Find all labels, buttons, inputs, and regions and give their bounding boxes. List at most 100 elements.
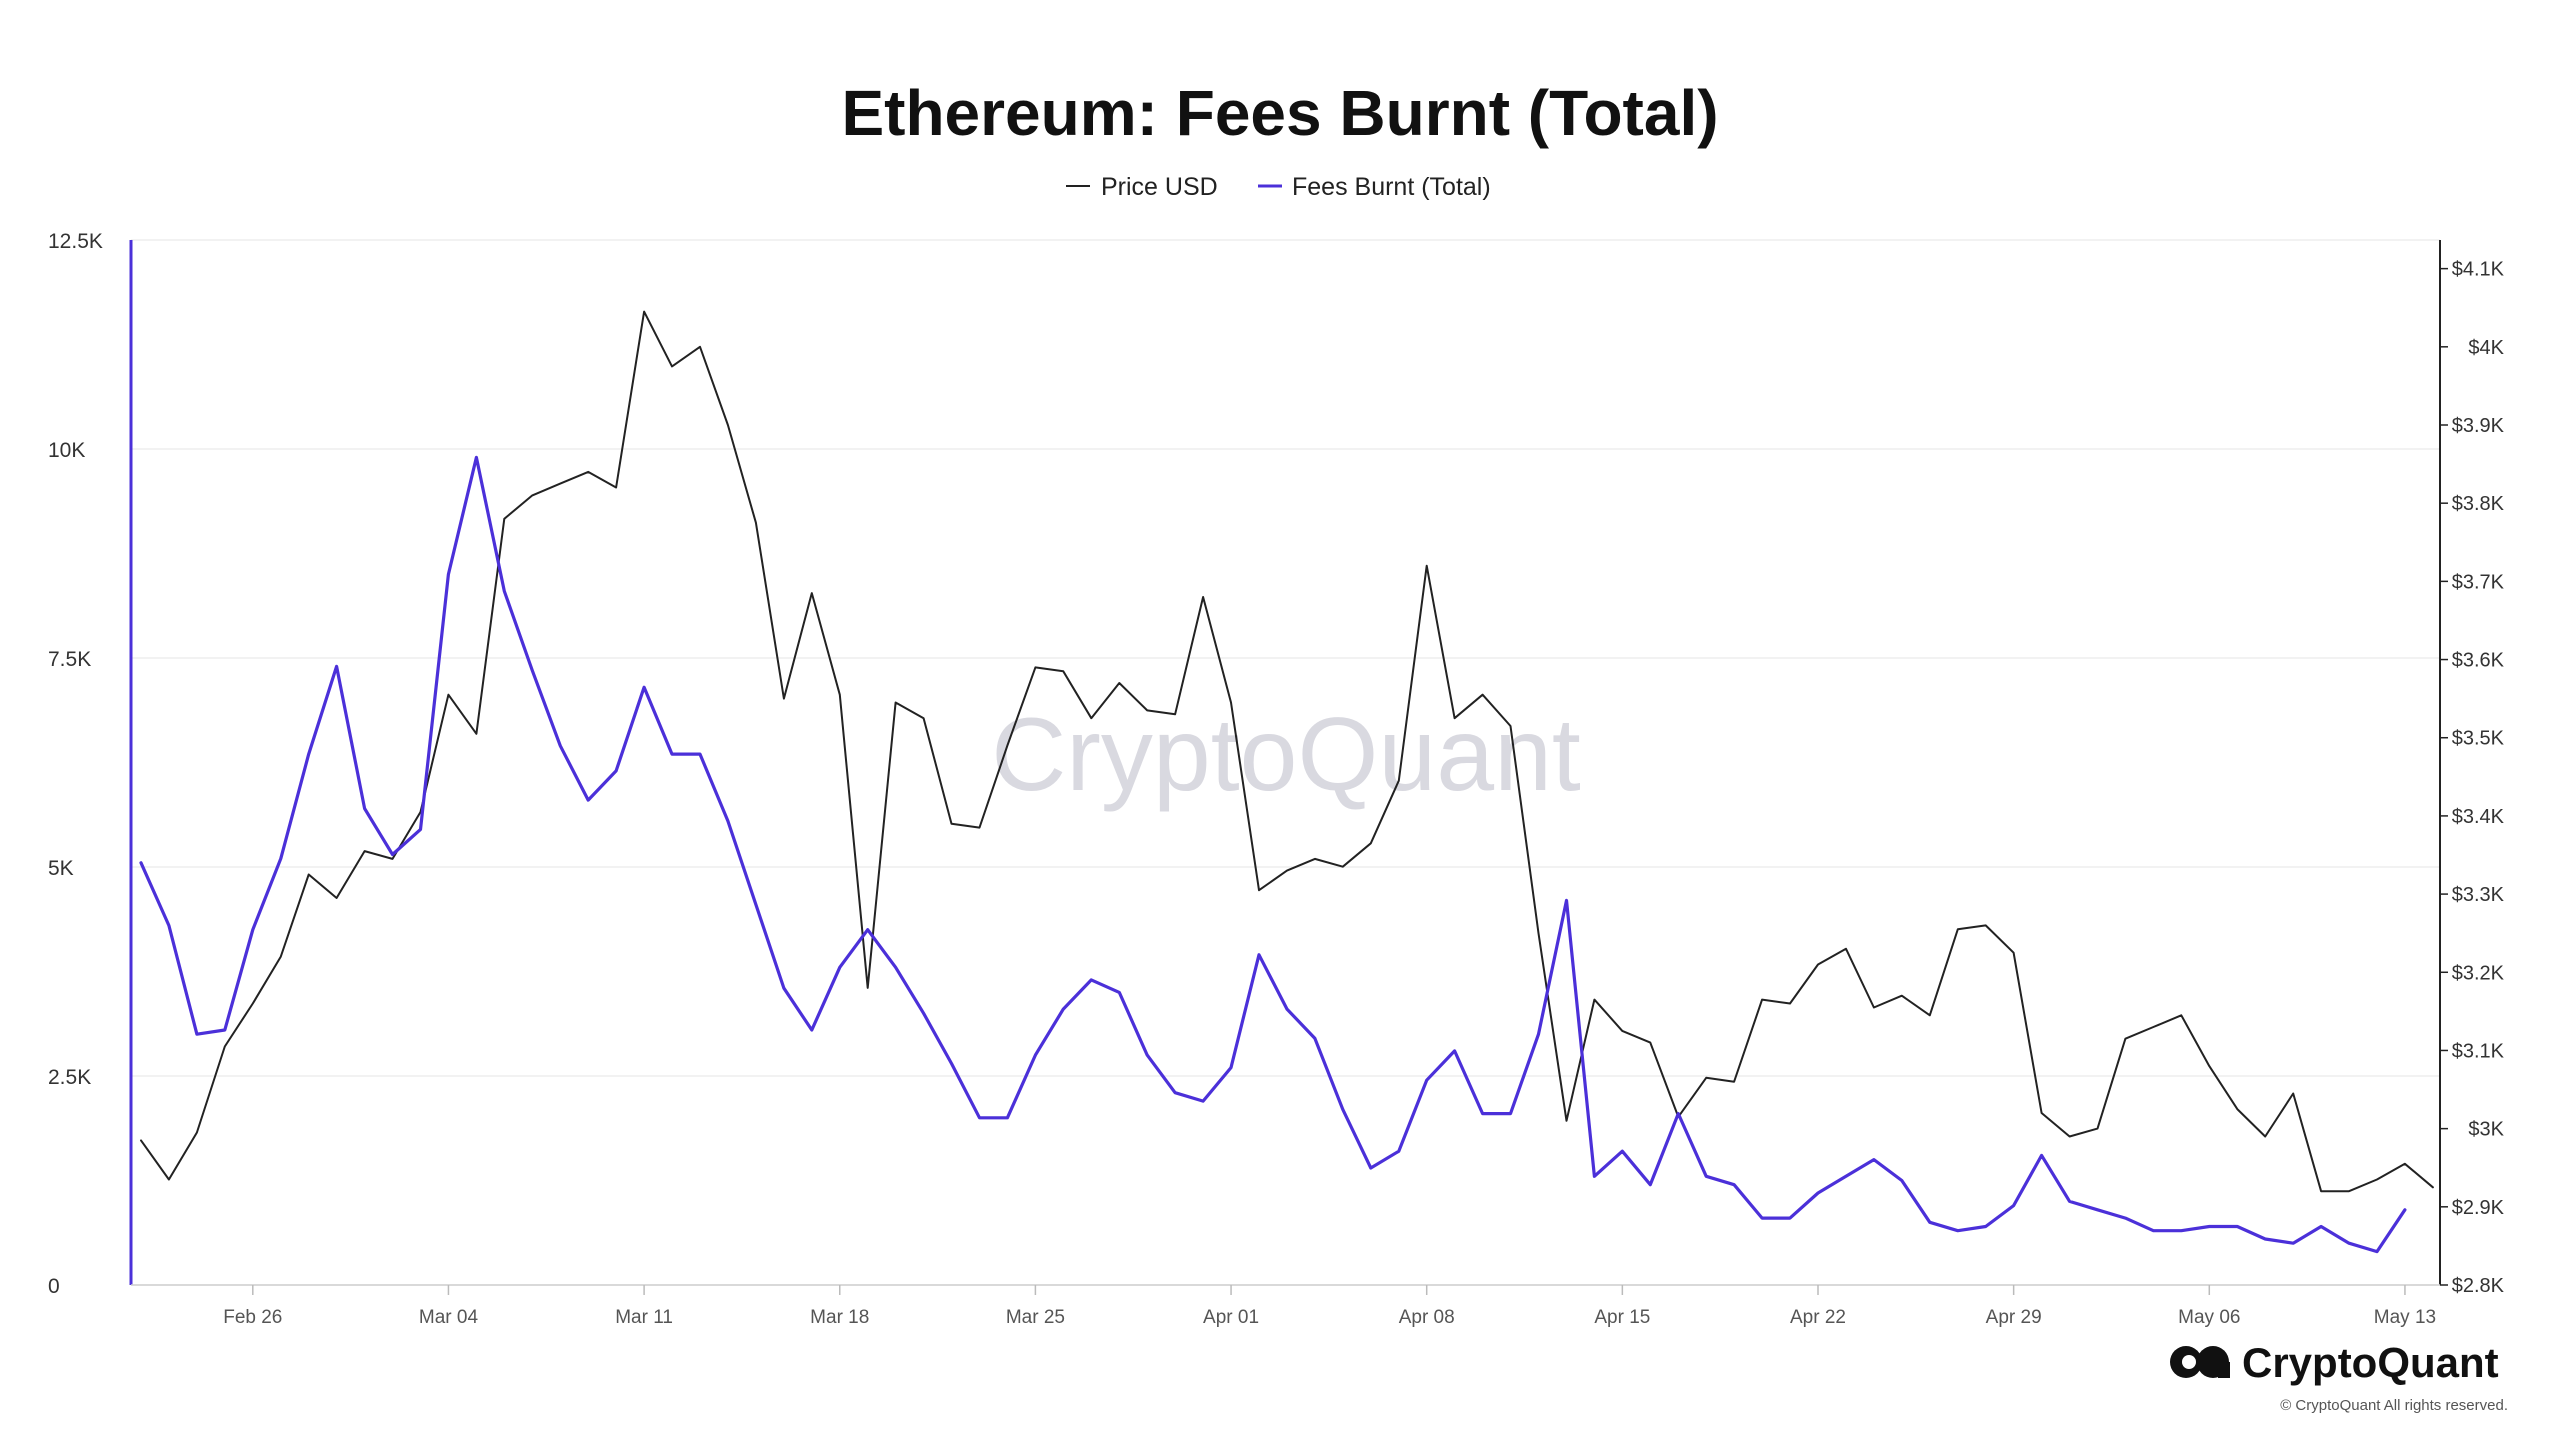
price-usd-point[interactable] bbox=[1954, 925, 1962, 933]
fees-burnt-point[interactable] bbox=[1590, 1172, 1598, 1180]
fees-burnt-point[interactable] bbox=[584, 796, 592, 804]
fees-burnt-point[interactable] bbox=[389, 850, 397, 858]
fees-burnt-point[interactable] bbox=[752, 901, 760, 909]
fees-burnt-point[interactable] bbox=[1954, 1227, 1962, 1235]
fees-burnt-point[interactable] bbox=[640, 683, 648, 691]
fees-burnt-point[interactable] bbox=[2233, 1222, 2241, 1230]
price-usd-point[interactable] bbox=[2401, 1160, 2409, 1168]
fees-burnt-point[interactable] bbox=[892, 963, 900, 971]
price-usd-point[interactable] bbox=[193, 1129, 201, 1137]
price-usd-point[interactable] bbox=[892, 699, 900, 707]
fees-burnt-point[interactable] bbox=[1898, 1177, 1906, 1185]
fees-burnt-point[interactable] bbox=[1115, 988, 1123, 996]
price-usd-point[interactable] bbox=[1898, 992, 1906, 1000]
fees-burnt-point[interactable] bbox=[333, 662, 341, 670]
price-usd-point[interactable] bbox=[500, 515, 508, 523]
price-usd-point[interactable] bbox=[1367, 839, 1375, 847]
fees-burnt-line[interactable] bbox=[139, 455, 2407, 1254]
fees-burnt-point[interactable] bbox=[2094, 1206, 2102, 1214]
fees-burnt-point[interactable] bbox=[948, 1059, 956, 1067]
price-usd-point[interactable] bbox=[221, 1043, 229, 1051]
price-usd-point[interactable] bbox=[249, 1000, 257, 1008]
price-usd-point[interactable] bbox=[1870, 1003, 1878, 1011]
price-usd-point[interactable] bbox=[1087, 714, 1095, 722]
price-usd-point[interactable] bbox=[2066, 1132, 2074, 1140]
fees-burnt-point[interactable] bbox=[305, 750, 313, 758]
fees-burnt-point[interactable] bbox=[1982, 1222, 1990, 1230]
fees-burnt-point[interactable] bbox=[780, 984, 788, 992]
fees-burnt-point[interactable] bbox=[724, 817, 732, 825]
fees-burnt-point[interactable] bbox=[696, 750, 704, 758]
fees-burnt-point[interactable] bbox=[1618, 1147, 1626, 1155]
fees-burnt-point[interactable] bbox=[1423, 1076, 1431, 1084]
price-usd-point[interactable] bbox=[2010, 949, 2018, 957]
legend[interactable]: Price USD Fees Burnt (Total) bbox=[1066, 173, 1491, 201]
price-usd-point[interactable] bbox=[2261, 1132, 2269, 1140]
fees-burnt-point[interactable] bbox=[1786, 1214, 1794, 1222]
price-usd-point[interactable] bbox=[920, 714, 928, 722]
fees-burnt-point[interactable] bbox=[1479, 1110, 1487, 1118]
price-usd-point[interactable] bbox=[2149, 1023, 2157, 1031]
fees-burnt-point[interactable] bbox=[808, 1026, 816, 1034]
fees-burnt-point[interactable] bbox=[556, 742, 564, 750]
price-usd-point[interactable] bbox=[1702, 1074, 1710, 1082]
fees-burnt-point[interactable] bbox=[1926, 1218, 1934, 1226]
price-usd-point[interactable] bbox=[2345, 1187, 2353, 1195]
fees-burnt-point[interactable] bbox=[1758, 1214, 1766, 1222]
fees-burnt-point[interactable] bbox=[1059, 1005, 1067, 1013]
fees-burnt-point[interactable] bbox=[1339, 1105, 1347, 1113]
fees-burnt-point[interactable] bbox=[2066, 1197, 2074, 1205]
price-usd-point[interactable] bbox=[333, 894, 341, 902]
price-usd-point[interactable] bbox=[640, 308, 648, 316]
fees-burnt-point[interactable] bbox=[1870, 1156, 1878, 1164]
fees-burnt-point[interactable] bbox=[193, 1030, 201, 1038]
price-usd-point[interactable] bbox=[1814, 960, 1822, 968]
price-usd-point[interactable] bbox=[1227, 699, 1235, 707]
fees-burnt-point[interactable] bbox=[2149, 1227, 2157, 1235]
price-usd-point[interactable] bbox=[277, 953, 285, 961]
price-usd-point[interactable] bbox=[584, 468, 592, 476]
fees-burnt-point[interactable] bbox=[1283, 1005, 1291, 1013]
price-usd-point[interactable] bbox=[1451, 714, 1459, 722]
fees-burnt-point[interactable] bbox=[1451, 1047, 1459, 1055]
fees-burnt-point[interactable] bbox=[1171, 1089, 1179, 1097]
fees-burnt-point[interactable] bbox=[2177, 1227, 2185, 1235]
price-usd-point[interactable] bbox=[1618, 1027, 1626, 1035]
price-usd-point[interactable] bbox=[1786, 1000, 1794, 1008]
price-usd-point[interactable] bbox=[556, 480, 564, 488]
fees-burnt-point[interactable] bbox=[137, 859, 145, 867]
price-usd-point[interactable] bbox=[2429, 1183, 2437, 1191]
price-usd-point[interactable] bbox=[1562, 1117, 1570, 1125]
price-usd-point[interactable] bbox=[1143, 706, 1151, 714]
fees-burnt-point[interactable] bbox=[1646, 1181, 1654, 1189]
price-usd-point[interactable] bbox=[361, 847, 369, 855]
fees-burnt-point[interactable] bbox=[2289, 1239, 2297, 1247]
fees-burnt-point[interactable] bbox=[1143, 1051, 1151, 1059]
price-usd-point[interactable] bbox=[1535, 929, 1543, 937]
price-usd-point[interactable] bbox=[1171, 710, 1179, 718]
price-usd-point[interactable] bbox=[724, 421, 732, 429]
fees-burnt-point[interactable] bbox=[1842, 1172, 1850, 1180]
fees-burnt-point[interactable] bbox=[361, 804, 369, 812]
fees-burnt-point[interactable] bbox=[2121, 1214, 2129, 1222]
price-usd-line[interactable] bbox=[140, 310, 2434, 1193]
fees-burnt-point[interactable] bbox=[1507, 1110, 1515, 1118]
fees-burnt-point[interactable] bbox=[1814, 1189, 1822, 1197]
fees-burnt-point[interactable] bbox=[1311, 1034, 1319, 1042]
price-usd-point[interactable] bbox=[1423, 562, 1431, 570]
price-usd-point[interactable] bbox=[1982, 921, 1990, 929]
price-usd-point[interactable] bbox=[808, 589, 816, 597]
fees-burnt-point[interactable] bbox=[612, 767, 620, 775]
price-usd-point[interactable] bbox=[2205, 1062, 2213, 1070]
price-usd-point[interactable] bbox=[1339, 863, 1347, 871]
price-usd-point[interactable] bbox=[1395, 777, 1403, 785]
fees-burnt-point[interactable] bbox=[2373, 1248, 2381, 1256]
fees-burnt-point[interactable] bbox=[249, 926, 257, 934]
price-usd-point[interactable] bbox=[2094, 1125, 2102, 1133]
fees-burnt-point[interactable] bbox=[472, 453, 480, 461]
price-usd-point[interactable] bbox=[2038, 1109, 2046, 1117]
fees-burnt-point[interactable] bbox=[2010, 1202, 2018, 1210]
price-usd-point[interactable] bbox=[1059, 667, 1067, 675]
price-usd-point[interactable] bbox=[976, 824, 984, 832]
fees-burnt-point[interactable] bbox=[2261, 1235, 2269, 1243]
